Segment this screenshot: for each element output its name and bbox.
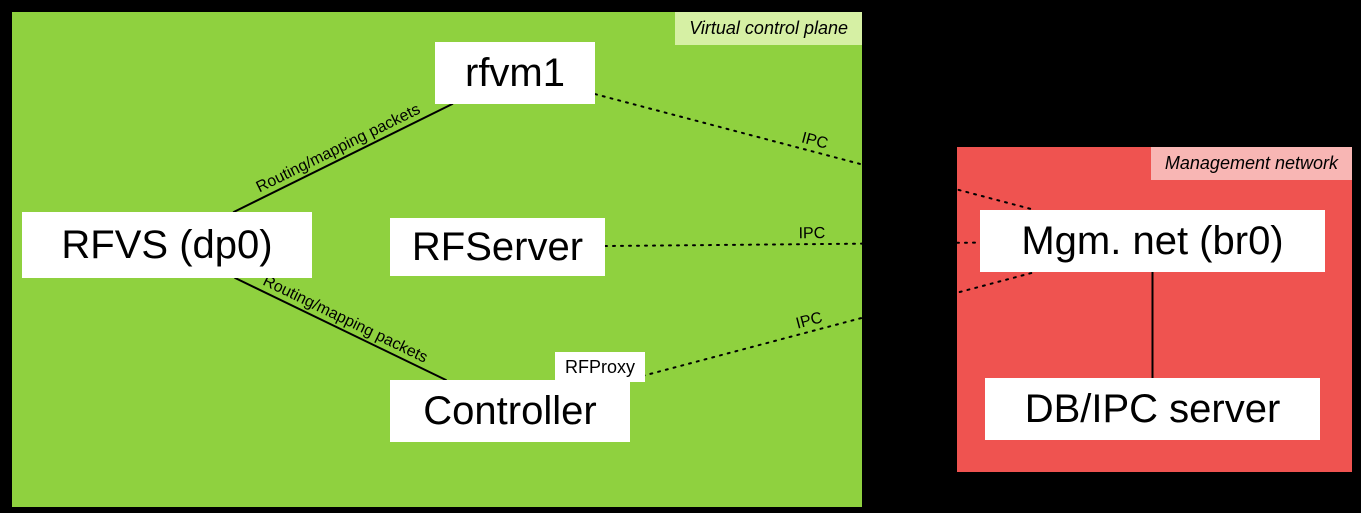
controller-node: Controller (390, 380, 630, 442)
rfvs-node: RFVS (dp0) (22, 212, 312, 278)
db-ipc-node: DB/IPC server (985, 378, 1320, 440)
management-network-tag: Management network (1151, 147, 1352, 180)
rfserver-node: RFServer (390, 218, 605, 276)
rfproxy-node: RFProxy (555, 352, 645, 382)
rfvm1-node: rfvm1 (435, 42, 595, 104)
virtual-control-plane-tag: Virtual control plane (675, 12, 862, 45)
mgmt-net-node: Mgm. net (br0) (980, 210, 1325, 272)
